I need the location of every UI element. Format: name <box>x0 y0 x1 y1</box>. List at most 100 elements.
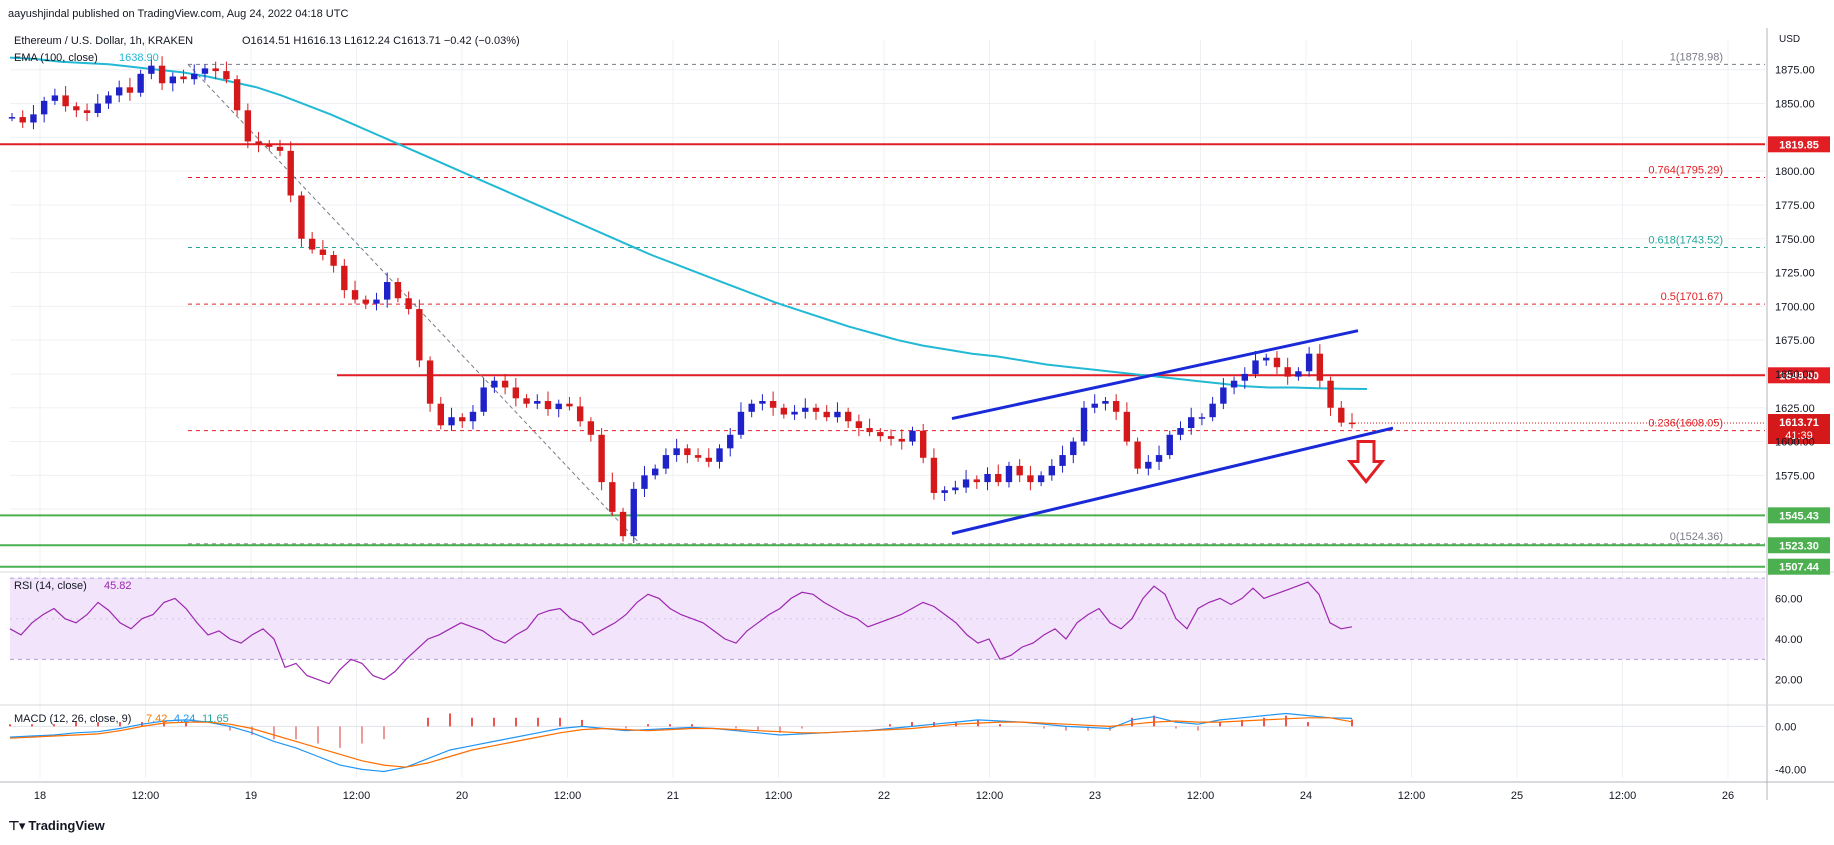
candle-body <box>1327 380 1334 408</box>
candle-body <box>1198 417 1206 419</box>
candle-body <box>941 490 948 493</box>
candle-body <box>609 482 616 512</box>
candle-body <box>630 488 637 537</box>
candle-body <box>255 141 262 145</box>
candle-body <box>694 455 702 458</box>
tradingview-logo-text: TradingView <box>28 818 105 833</box>
fib-level-label: 0.236(1608.05) <box>1648 418 1723 430</box>
currency-label: USD <box>1779 34 1801 45</box>
price-tick-label: 1650.00 <box>1775 369 1815 381</box>
candle-body <box>512 387 520 399</box>
candle-body <box>844 411 852 422</box>
candle-body <box>652 468 659 476</box>
candle-body <box>920 430 927 458</box>
symbol-title[interactable]: Ethereum / U.S. Dollar, 1h, KRAKEN <box>14 35 194 47</box>
time-tick-label: 26 <box>1722 790 1734 802</box>
candle-body <box>1123 411 1131 442</box>
macd-legend-v2: 4.24 <box>174 713 196 725</box>
price-level-badge <box>1768 537 1830 554</box>
time-tick-label: 24 <box>1300 790 1312 802</box>
time-tick-label: 12:00 <box>765 790 793 802</box>
candle-body <box>330 254 337 266</box>
time-tick-label: 20 <box>456 790 468 802</box>
ohlc-readout: O1614.51 H1616.13 L1612.24 C1613.71 −0.4… <box>242 35 520 47</box>
candle-body <box>1027 475 1034 483</box>
channel-upper-trendline <box>951 329 1359 421</box>
candle-body <box>1252 360 1259 374</box>
macd-legend-v3: 11.65 <box>202 713 229 725</box>
fib-level-label: 1(1878.98) <box>1670 51 1723 63</box>
candle-body <box>223 71 230 80</box>
time-tick-label: 12:00 <box>976 790 1004 802</box>
candle-body <box>866 428 873 433</box>
candle-body <box>909 430 916 442</box>
candle-body <box>877 432 884 437</box>
candle-body <box>534 400 541 404</box>
candle-body <box>780 407 788 415</box>
candle-body <box>930 457 938 493</box>
down-arrow-icon <box>1346 440 1386 484</box>
tradingview-mark-icon: ⊤▾ <box>8 818 25 833</box>
candle-body <box>341 265 348 291</box>
price-tick-label: 1625.00 <box>1775 403 1815 415</box>
candle-body <box>727 434 734 449</box>
price-level-badge-label: 1523.30 <box>1779 540 1819 552</box>
time-tick-label: 12:00 <box>1398 790 1426 802</box>
macd-legend-label[interactable]: MACD (12, 26, close, 9) <box>14 713 132 725</box>
candle-body <box>169 76 176 84</box>
candle-body <box>898 438 905 442</box>
price-tick-label: 1750.00 <box>1775 234 1815 246</box>
ema-legend-label[interactable]: EMA (100, close) <box>14 52 98 64</box>
fib-level-label: 0.5(1701.67) <box>1661 291 1723 303</box>
candle-body <box>351 290 359 300</box>
candle-body <box>855 421 863 429</box>
candle-body <box>705 457 712 462</box>
candle-body <box>116 87 123 96</box>
price-level-badge-label: 1545.43 <box>1779 510 1819 522</box>
candle-body <box>362 299 369 304</box>
candle-body <box>491 380 498 388</box>
candle-body <box>748 403 755 412</box>
candle-body <box>469 411 477 422</box>
candle-body <box>437 403 444 426</box>
candle-body <box>1059 455 1066 466</box>
candle-body <box>641 475 648 489</box>
price-tick-label: 1800.00 <box>1775 166 1815 178</box>
candle-body <box>83 110 91 114</box>
macd-legend-v1: 7.42 <box>146 713 168 725</box>
candle-body <box>887 436 895 439</box>
candle-body <box>598 434 605 483</box>
price-tick-label: 1725.00 <box>1775 268 1815 280</box>
candle-body <box>105 95 112 104</box>
candle-body <box>30 114 37 123</box>
fib-level-label: 0.764(1795.29) <box>1648 165 1723 177</box>
candle-body <box>802 407 809 412</box>
candle-body <box>684 448 691 456</box>
candle-body <box>298 195 305 239</box>
channel-lower-trendline <box>951 426 1394 535</box>
candle-body <box>1112 400 1120 412</box>
candle-body <box>1263 357 1270 361</box>
candle-body <box>1134 441 1141 469</box>
rsi-legend-label[interactable]: RSI (14, close) <box>14 580 87 592</box>
candle-body <box>952 487 959 491</box>
candle-body <box>1338 407 1345 423</box>
candle-body <box>405 298 412 310</box>
candle-body <box>812 407 820 412</box>
candle-body <box>191 73 198 80</box>
candle-body <box>555 403 562 410</box>
candle-body <box>962 479 970 488</box>
candle-body <box>384 282 391 300</box>
candle-body <box>1230 380 1238 388</box>
candle-body <box>769 400 777 408</box>
candle-body <box>501 380 509 388</box>
candle-body <box>619 511 627 537</box>
candle-body <box>673 448 680 456</box>
tradingview-logo[interactable]: ⊤▾ TradingView <box>8 818 105 834</box>
candle-body <box>480 387 487 412</box>
time-tick-label: 18 <box>34 790 46 802</box>
candle-body <box>1273 357 1281 368</box>
candle-body <box>759 400 766 404</box>
price-tick-label: 1575.00 <box>1775 470 1815 482</box>
